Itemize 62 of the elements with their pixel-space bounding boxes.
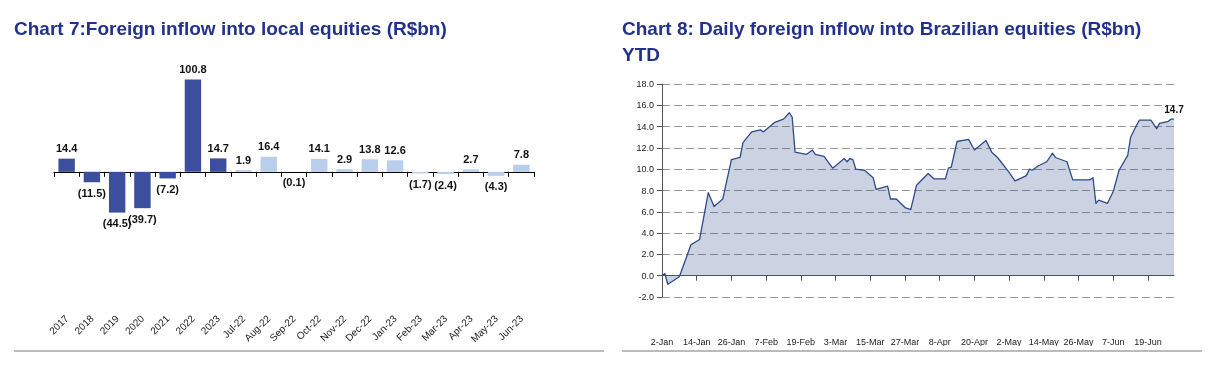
x-tick-label: 8-Apr	[928, 336, 951, 347]
data-label: (0.1)	[282, 176, 306, 189]
data-label: (4.3)	[484, 180, 508, 193]
data-label: 7.8	[513, 148, 530, 161]
y-tick-label: 18.0	[636, 79, 654, 89]
bar	[336, 169, 353, 172]
bar	[108, 171, 126, 213]
x-tick-label: 26-May	[1063, 336, 1095, 347]
y-tick-label: 10.0	[636, 164, 654, 175]
chart-title: Chart 8: Daily foreign inflow into Brazilian equities (R$bn) YTD	[622, 17, 1143, 67]
x-tick-label: 19-Feb	[786, 336, 816, 347]
x-tick-label: 19-Jun	[1134, 336, 1162, 347]
x-tick-label: 7-Jun	[1102, 336, 1125, 347]
x-tick-label: 26-Jan	[717, 336, 746, 347]
data-label: 12.6	[384, 143, 406, 156]
bar	[260, 156, 277, 172]
data-label: 14.1	[308, 142, 330, 155]
bar	[58, 158, 75, 172]
y-tick-label: 8.0	[641, 185, 654, 196]
data-label: 2.7	[463, 152, 479, 165]
bar	[134, 171, 151, 209]
bar	[437, 171, 454, 175]
y-tick-label: 0.0	[641, 270, 654, 281]
x-tick-label: 7-Feb	[754, 336, 778, 347]
y-tick-label: 16.0	[636, 100, 654, 111]
y-tick-label: 4.0	[641, 228, 654, 239]
bar	[210, 158, 227, 172]
x-tick-label: 2-Jan	[650, 336, 674, 347]
x-tick-label: 14-May	[1028, 336, 1060, 347]
bar	[184, 79, 202, 172]
y-tick-label: -2.0	[638, 292, 654, 302]
data-label: (7.2)	[156, 182, 180, 195]
bar	[513, 164, 530, 172]
data-label: 14.4	[55, 142, 79, 155]
data-label: 100.8	[179, 63, 207, 76]
x-tick-label: 27-Mar	[890, 336, 920, 347]
data-label: 13.8	[359, 142, 381, 155]
y-tick-label: 6.0	[641, 206, 654, 217]
chart-title: Chart 7:Foreign inflow into local equities (R$bn)	[14, 17, 448, 41]
data-label: (1.7)	[409, 177, 432, 190]
y-tick-label: 14.0	[636, 121, 654, 132]
x-tick-label: 20-Apr	[960, 336, 988, 347]
y-tick-label: 2.0	[641, 249, 654, 260]
x-tick-label: 3-Mar	[823, 336, 848, 347]
bar	[83, 171, 101, 183]
bar	[361, 159, 378, 172]
data-label: 2.9	[336, 152, 353, 165]
bar	[386, 160, 404, 172]
bar	[159, 171, 176, 179]
x-tick-label: 2-May	[996, 336, 1023, 347]
data-label: 1.9	[235, 153, 252, 166]
bar	[462, 169, 480, 172]
bar	[487, 171, 505, 176]
x-tick-label: 14-Jan	[682, 336, 711, 347]
bar	[311, 158, 328, 172]
annotation: 14.7	[1164, 103, 1185, 115]
data-label: 16.4	[258, 140, 281, 153]
data-label: (2.4)	[434, 178, 458, 191]
data-label: (11.5)	[77, 186, 107, 199]
data-label: 14.7	[207, 141, 229, 154]
x-tick-label: 15-Mar	[856, 336, 885, 347]
y-tick-label: 12.0	[636, 142, 654, 153]
